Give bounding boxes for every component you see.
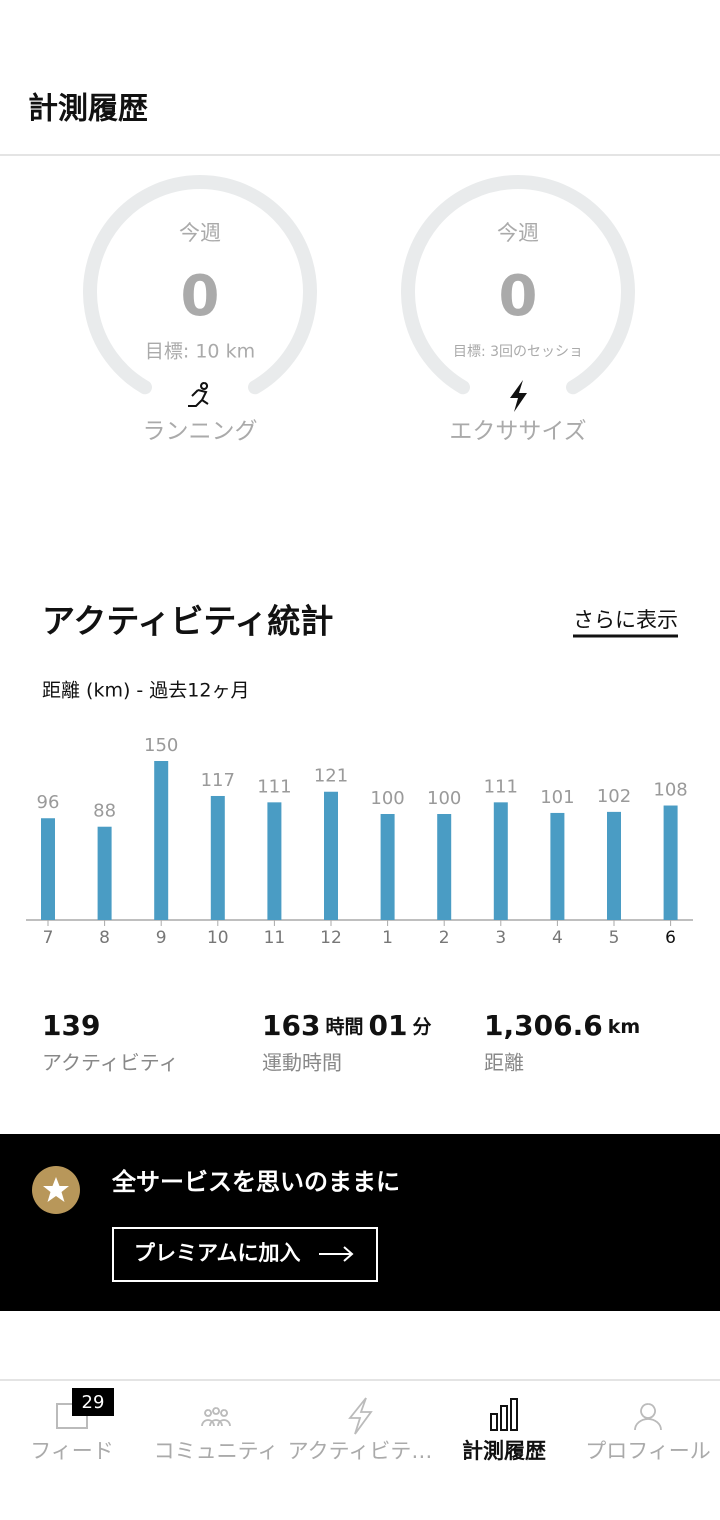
bar: [493, 802, 508, 920]
goal-label: ランニング: [143, 419, 258, 445]
value-label: 100: [427, 788, 461, 809]
badge-count: 29: [82, 1392, 105, 1413]
chart-subtitle: 距離 (km) - 過去12ヶ月: [42, 680, 250, 702]
summary-value: 139: [42, 1009, 100, 1042]
goal-period: 今週: [179, 221, 221, 245]
goal-target: 目標: 10 km: [145, 341, 255, 363]
bolt-icon: [510, 380, 527, 412]
summary-label: 距離: [484, 1051, 524, 1075]
x-tick-label: 11: [264, 928, 286, 948]
x-tick-label: 10: [207, 928, 229, 948]
stats-icon: [490, 1398, 518, 1431]
value-label: 111: [484, 776, 518, 797]
stat-number: 163: [262, 1009, 320, 1042]
bar: [97, 826, 112, 920]
banner-title: 全サービスを思いのままに: [111, 1168, 400, 1196]
value-label: 150: [144, 735, 178, 756]
summary-label: アクティビティ: [42, 1051, 179, 1075]
goal-value: 0: [499, 264, 538, 329]
nav-label[interactable]: アクティビテ…: [288, 1439, 433, 1463]
stat-unit: km: [608, 1016, 640, 1038]
goal-label: エクササイズ: [449, 419, 586, 445]
star-icon: [43, 1177, 69, 1202]
value-label: 102: [597, 786, 631, 807]
x-tick-label: 2: [439, 928, 450, 948]
value-label: 101: [540, 787, 574, 808]
bar: [437, 814, 452, 920]
x-tick-label: 9: [156, 928, 167, 948]
x-tick-label: 3: [495, 928, 506, 948]
x-tick-label: 4: [552, 928, 563, 948]
section-title: アクティビティ統計: [42, 602, 333, 641]
summary-value: 163 時間 01 分: [262, 1009, 431, 1042]
premium-banner: [0, 1134, 720, 1311]
bar: [380, 814, 395, 920]
x-tick-label: 7: [43, 928, 54, 948]
community-icon: [201, 1407, 231, 1427]
bar: [267, 802, 282, 920]
x-tick-label: 8: [99, 928, 110, 948]
premium-button[interactable]: [112, 1227, 378, 1282]
value-label: 117: [201, 770, 235, 791]
value-label: 111: [257, 776, 291, 797]
bar: [41, 818, 55, 920]
goal-period: 今週: [497, 221, 539, 245]
page-title: 計測履歴: [28, 92, 148, 127]
x-tick-label: 1: [382, 928, 393, 948]
bar: [663, 805, 678, 920]
running-icon: [188, 382, 209, 407]
button-label: プレミアムに加入: [134, 1241, 301, 1265]
nav-label[interactable]: プロフィール: [585, 1439, 711, 1463]
arrow-icon: [319, 1246, 354, 1262]
goal-ring: [83, 175, 317, 395]
stat-unit: 分: [412, 1016, 431, 1038]
bar: [210, 795, 225, 920]
bar: [324, 791, 338, 920]
goal-value: 0: [181, 264, 220, 329]
value-label: 108: [653, 780, 687, 801]
value-label: 100: [370, 788, 404, 809]
stat-unit: 時間: [325, 1016, 363, 1038]
x-tick-label: 6: [665, 928, 676, 948]
bar: [550, 812, 565, 920]
stat-number: 1,306.6: [484, 1009, 603, 1042]
nav-label[interactable]: コミュニティ: [154, 1439, 279, 1463]
more-link[interactable]: さらに表示: [573, 608, 678, 632]
bar: [154, 761, 169, 920]
stat-number: 01: [368, 1009, 407, 1042]
x-tick-label: 5: [609, 928, 620, 948]
summary-value: 1,306.6 km: [484, 1009, 640, 1042]
activity-icon: [348, 1397, 373, 1435]
goal-ring: [401, 175, 635, 395]
goal-target: 目標: 3回のセッショ: [453, 344, 583, 360]
value-label: 96: [37, 792, 60, 813]
badge: [72, 1388, 114, 1416]
profile-icon: [634, 1403, 662, 1431]
x-tick-label: 12: [320, 928, 342, 948]
bar: [607, 811, 621, 920]
value-label: 121: [314, 766, 348, 787]
nav-label[interactable]: 計測履歴: [462, 1439, 546, 1463]
stat-number: 139: [42, 1009, 100, 1042]
summary-label: 運動時間: [262, 1051, 342, 1075]
value-label: 88: [93, 801, 116, 822]
nav-label[interactable]: フィード: [30, 1439, 114, 1463]
